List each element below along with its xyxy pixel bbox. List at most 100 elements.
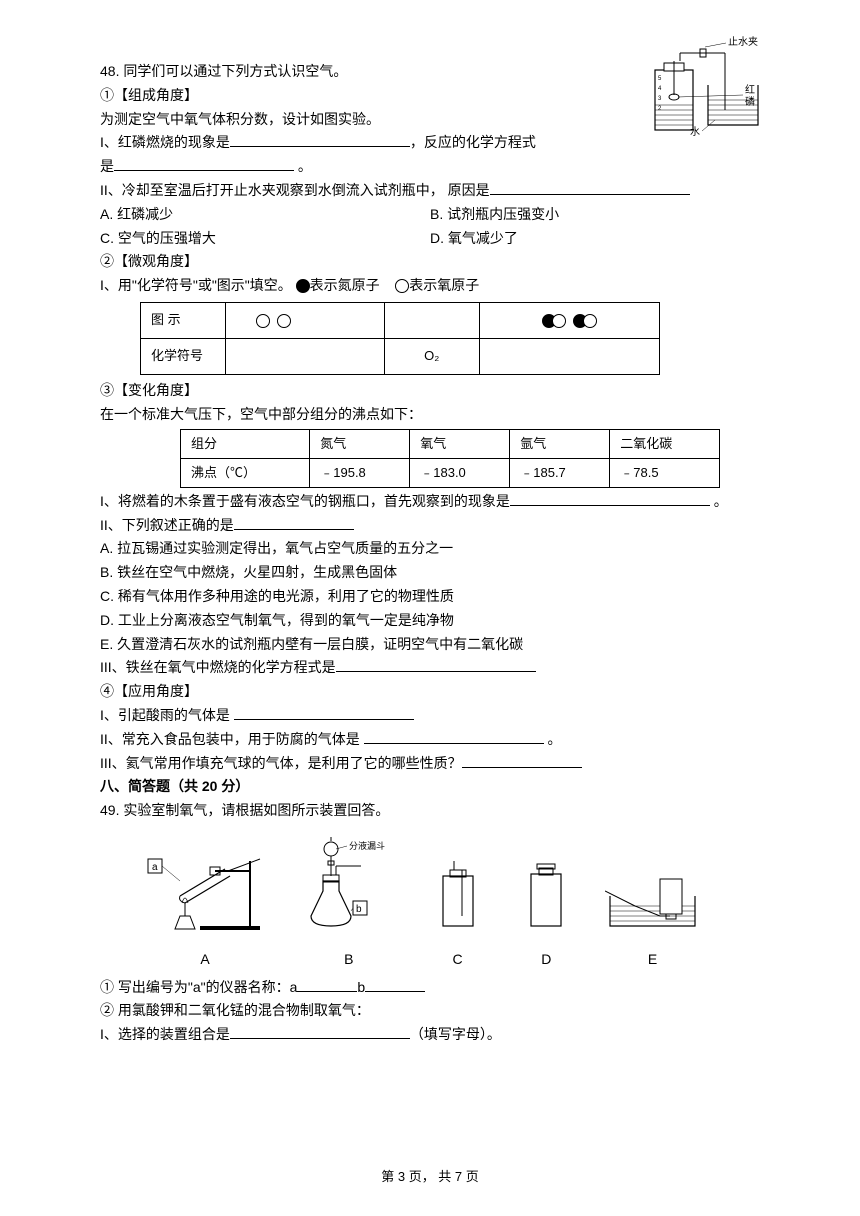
q49-number: 49.	[100, 802, 119, 818]
svg-text:2: 2	[658, 106, 662, 112]
svg-text:b: b	[356, 904, 362, 915]
section1-i-cont: 是 。	[100, 155, 760, 179]
q49-intro: 实验室制氧气，请根据如图所示装置回答。	[123, 802, 389, 818]
apparatus-a: a	[140, 841, 270, 972]
micro-r2-c3	[479, 338, 659, 374]
section2-i: I、用"化学符号"或"图示"填空。 表示氮原子 表示氧原子	[100, 274, 760, 298]
apparatus-b-svg: 分液漏斗 b	[301, 831, 396, 936]
q49-sub2-i: I、选择的装置组合是（填写字母）。	[100, 1023, 760, 1047]
opt-c: C. 空气的压强增大	[100, 227, 430, 251]
section1-i: I、红磷燃烧的现象是，反应的化学方程式	[100, 131, 660, 155]
label-d: D	[519, 948, 574, 972]
apparatus-b: 分液漏斗 b B	[301, 831, 396, 972]
q49-sub1: ① 写出编号为"a"的仪器名称：ab	[100, 976, 760, 1000]
bp-h4: 二氧化碳	[610, 429, 720, 458]
section3-title: ③【变化角度】	[100, 379, 760, 403]
oxygen-atom-icon	[395, 279, 409, 293]
q48-number: 48.	[100, 63, 119, 79]
blank-b-name	[365, 978, 425, 992]
options-row-1: A. 红磷减少 B. 试剂瓶内压强变小	[100, 203, 760, 227]
apparatus-c: C	[428, 856, 488, 972]
blank-equation	[114, 157, 294, 171]
opt3-b: B. 铁丝在空气中燃烧，火星四射，生成黑色固体	[100, 561, 760, 585]
svg-text:4: 4	[658, 86, 662, 92]
q49-line: 49. 实验室制氧气，请根据如图所示装置回答。	[100, 799, 760, 823]
bp-v2: ﹣185.7	[510, 458, 610, 487]
blank-fe-eq	[336, 658, 536, 672]
bp-v0: ﹣195.8	[310, 458, 410, 487]
section2-title: ②【微观角度】	[100, 250, 760, 274]
micro-r1-c3	[479, 302, 659, 338]
phosphorus-label: 红	[745, 83, 755, 96]
section4-i: I、引起酸雨的气体是	[100, 704, 760, 728]
blank-combo	[230, 1025, 410, 1039]
opt-d: D. 氧气减少了	[430, 227, 760, 251]
svg-text:a: a	[152, 862, 158, 873]
section3-i: I、将燃着的木条置于盛有液态空气的钢瓶口，首先观察到的现象是 。	[100, 490, 760, 514]
lab-figure: a	[140, 831, 700, 972]
blank-phenomenon	[230, 133, 410, 147]
clamp-label: 止水夹	[728, 35, 758, 48]
apparatus-d: D	[519, 856, 574, 972]
apparatus-e-svg	[605, 861, 700, 936]
blank-a-name	[297, 978, 357, 992]
nitrogen-atom-icon	[296, 279, 310, 293]
q48-intro: 同学们可以通过下列方式认识空气。	[123, 63, 347, 79]
bp-v1: ﹣183.0	[410, 458, 510, 487]
section3-ii: II、下列叙述正确的是	[100, 514, 760, 538]
apparatus-d-svg	[519, 856, 574, 936]
blank-acid-rain	[234, 706, 414, 720]
svg-text:5: 5	[658, 76, 662, 82]
bp-h0: 组分	[181, 429, 310, 458]
apparatus-c-svg	[428, 856, 488, 936]
micro-r2-c2: O₂	[384, 338, 479, 374]
o-atom-icon	[552, 314, 566, 328]
section3-iii: III、铁丝在氧气中燃烧的化学方程式是	[100, 656, 760, 680]
opt-b: B. 试剂瓶内压强变小	[430, 203, 760, 227]
micro-r1-c1	[225, 302, 384, 338]
page-footer: 第 3 页， 共 7 页	[0, 1166, 860, 1188]
bp-h2: 氧气	[410, 429, 510, 458]
blank-correct	[234, 516, 354, 530]
apparatus-diagram: 5 4 3 2 止水夹 红 磷 水	[650, 35, 770, 145]
section1-ii: II、冷却至室温后打开止水夹观察到水倒流入试剂瓶中， 原因是	[100, 179, 760, 203]
micro-r1-c2	[384, 302, 479, 338]
section4-iii: III、氦气常用作填充气球的气体，是利用了它的哪些性质？	[100, 752, 760, 776]
bp-v3: ﹣78.5	[610, 458, 720, 487]
apparatus-a-svg: a	[140, 841, 270, 936]
q49-sub2: ② 用氯酸钾和二氧化锰的混合物制取氧气：	[100, 999, 760, 1023]
options-row-2: C. 空气的压强增大 D. 氧气减少了	[100, 227, 760, 251]
bp-h3: 氩气	[510, 429, 610, 458]
micro-table: 图 示 化学符号 O₂	[140, 302, 660, 375]
label-a: A	[140, 948, 270, 972]
bp-rlabel: 沸点（℃）	[181, 458, 310, 487]
section4-ii: II、常充入食品包装中，用于防腐的气体是 。	[100, 728, 760, 752]
section8-title: 八、简答题（共 20 分）	[100, 775, 760, 799]
opt-a: A. 红磷减少	[100, 203, 430, 227]
section1-line1: 为测定空气中氧气体积分数，设计如图实验。	[100, 108, 660, 132]
apparatus-svg: 5 4 3 2 止水夹 红 磷 水	[650, 35, 770, 145]
opt3-c: C. 稀有气体用作多种用途的电光源，利用了它的物理性质	[100, 585, 760, 609]
label-b: B	[301, 948, 396, 972]
o-atom-icon	[583, 314, 597, 328]
funnel-label: 分液漏斗	[349, 840, 385, 851]
opt3-a: A. 拉瓦锡通过实验测定得出，氧气占空气质量的五分之一	[100, 537, 760, 561]
blank-wood	[510, 492, 710, 506]
o-atom-icon	[256, 314, 270, 328]
section3-intro: 在一个标准大气压下，空气中部分组分的沸点如下：	[100, 403, 760, 427]
bp-h1: 氮气	[310, 429, 410, 458]
boiling-table: 组分 氮气 氧气 氩气 二氧化碳 沸点（℃） ﹣195.8 ﹣183.0 ﹣18…	[180, 429, 720, 488]
blank-reason	[490, 181, 690, 195]
water-label: 水	[690, 126, 700, 138]
label-e: E	[605, 948, 700, 972]
micro-r2-c1	[225, 338, 384, 374]
section4-title: ④【应用角度】	[100, 680, 760, 704]
opt3-e: E. 久置澄清石灰水的试剂瓶内壁有一层白膜，证明空气中有二氧化碳	[100, 633, 760, 657]
blank-helium	[462, 754, 582, 768]
label-c: C	[428, 948, 488, 972]
micro-r1-label: 图 示	[141, 302, 226, 338]
o-atom-icon	[277, 314, 291, 328]
micro-r2-label: 化学符号	[141, 338, 226, 374]
blank-food-gas	[364, 730, 544, 744]
apparatus-e: E	[605, 861, 700, 972]
